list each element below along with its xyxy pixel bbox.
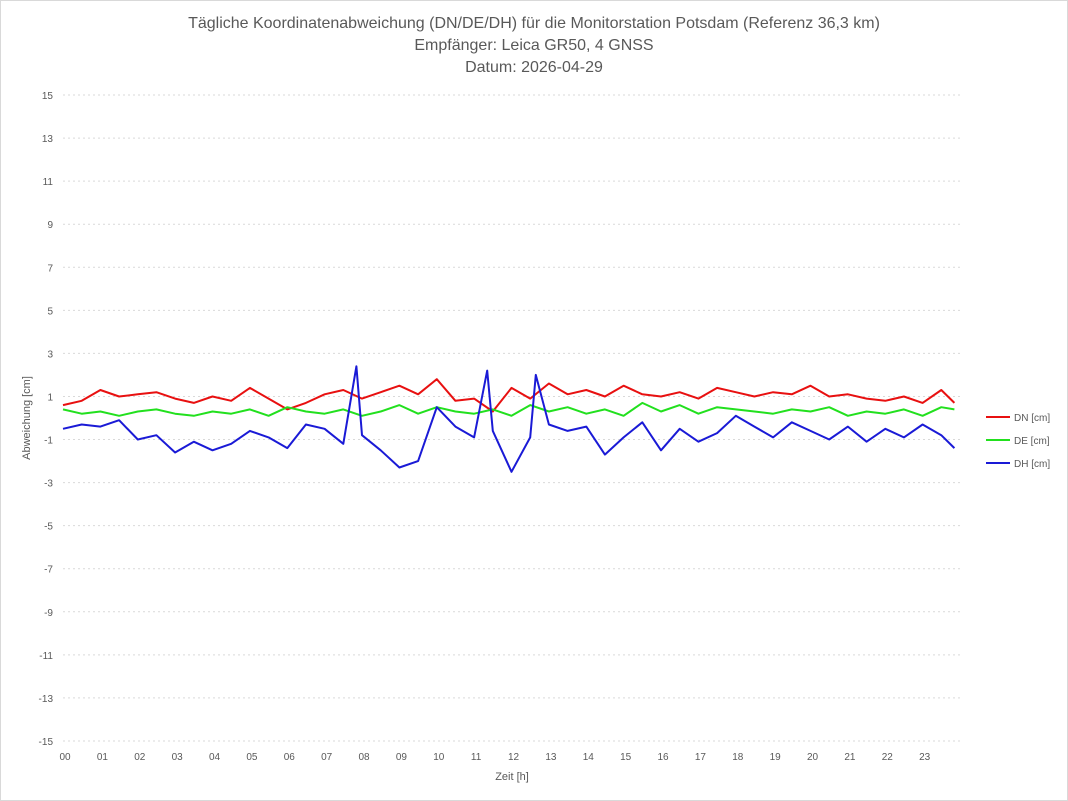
chart-title-line-2: Empfänger: Leica GR50, 4 GNSS <box>414 37 653 54</box>
y-tick-label: -3 <box>44 479 53 490</box>
x-tick-label: 16 <box>657 752 669 763</box>
y-tick-label: 9 <box>47 220 53 231</box>
x-tick-label: 06 <box>284 752 296 763</box>
x-tick-label: 08 <box>358 752 370 763</box>
series-line-dn <box>62 378 956 413</box>
chart-title: Tägliche Koordinatenabweichung (DN/DE/DH… <box>188 15 880 76</box>
x-tick-label: 12 <box>508 752 520 763</box>
chart-title-line-1: Tägliche Koordinatenabweichung (DN/DE/DH… <box>188 15 880 32</box>
x-tick-label: 13 <box>545 752 557 763</box>
x-tick-label: 04 <box>209 752 221 763</box>
x-tick-label: 09 <box>396 752 408 763</box>
y-tick-label: -9 <box>44 608 53 619</box>
y-tick-label: 7 <box>47 263 53 274</box>
y-axis-title: Abweichung [cm] <box>21 376 33 460</box>
x-tick-label: 18 <box>732 752 744 763</box>
x-tick-label: 05 <box>246 752 258 763</box>
legend-label: DN [cm] <box>1014 413 1050 424</box>
x-tick-label: 07 <box>321 752 333 763</box>
y-tick-label: 15 <box>42 91 54 102</box>
y-tick-label: -13 <box>39 694 54 705</box>
plot-area <box>62 365 956 473</box>
x-tick-label: 14 <box>583 752 595 763</box>
y-tick-label: -11 <box>39 651 53 662</box>
x-tick-label: 11 <box>471 752 482 763</box>
x-tick-label: 02 <box>134 752 146 763</box>
y-tick-label: 11 <box>43 177 54 188</box>
x-tick-label: 22 <box>882 752 894 763</box>
x-axis-title: Zeit [h] <box>495 771 529 783</box>
x-tick-label: 17 <box>695 752 707 763</box>
series-line-dh <box>62 365 956 473</box>
x-tick-label: 19 <box>770 752 782 763</box>
legend: DN [cm] DE [cm] DH [cm] <box>986 413 1050 470</box>
chart-title-line-3: Datum: 2026-04-29 <box>465 59 603 76</box>
x-tick-label: 01 <box>97 752 109 763</box>
x-tick-label: 21 <box>844 752 856 763</box>
y-tick-label: 3 <box>47 349 53 360</box>
y-tick-label: 1 <box>47 392 53 403</box>
x-tick-label: 10 <box>433 752 445 763</box>
y-tick-label: 13 <box>42 134 54 145</box>
x-tick-label: 15 <box>620 752 632 763</box>
y-tick-label: -1 <box>44 436 53 447</box>
y-tick-label: 5 <box>47 306 53 317</box>
gridlines <box>63 94 960 742</box>
y-tick-label: -7 <box>44 565 53 576</box>
y-axis-ticks: 15 13 11 9 7 5 3 1 -1 -3 -5 -7 -9 -11 -13 -15 <box>39 91 54 748</box>
x-tick-label: 03 <box>172 752 184 763</box>
y-tick-label: -15 <box>39 737 54 748</box>
legend-label: DH [cm] <box>1014 459 1050 470</box>
series-line-de <box>62 401 955 417</box>
x-axis-ticks: 00 01 02 03 04 05 06 07 08 09 10 11 12 13 14 15 16 17 18 19… <box>59 752 930 763</box>
y-tick-label: -5 <box>44 522 53 533</box>
x-tick-label: 00 <box>59 752 71 763</box>
x-tick-label: 20 <box>807 752 819 763</box>
legend-label: DE [cm] <box>1014 436 1050 447</box>
x-tick-label: 23 <box>919 752 931 763</box>
